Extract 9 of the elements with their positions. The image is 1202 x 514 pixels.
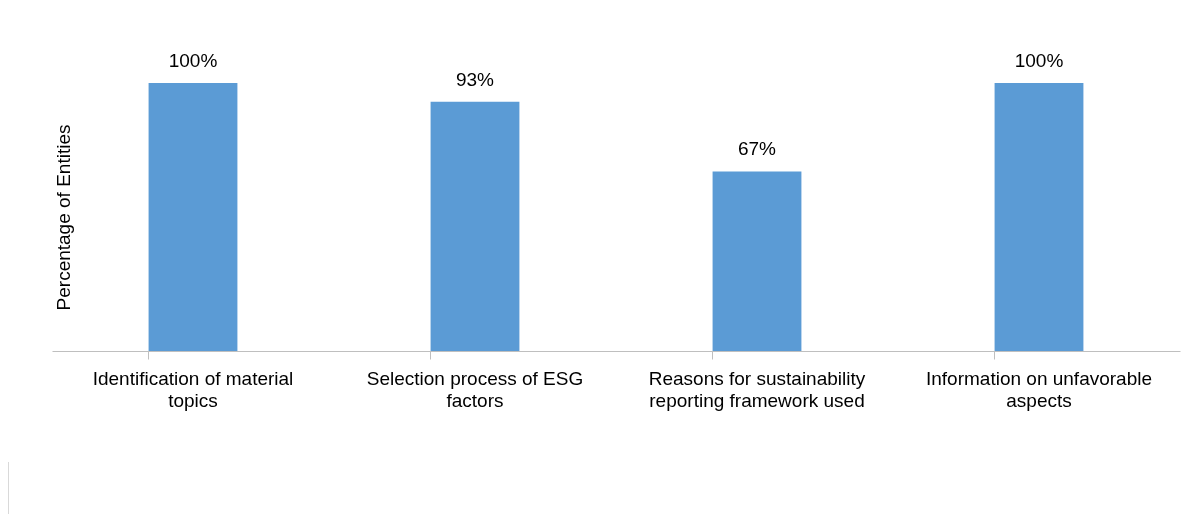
data-label: 100% — [1014, 50, 1064, 71]
x-tick-label: Selection process of ESG factors — [366, 367, 584, 411]
x-tick-label: Information on unfavorable aspects — [925, 367, 1153, 411]
data-label: 93% — [455, 68, 495, 90]
x-tick-label: Identification of material topics — [92, 367, 294, 411]
data-label: 67% — [737, 138, 777, 160]
y-axis-title: Percentage of Entities — [52, 124, 74, 311]
data-label: 100% — [168, 50, 218, 71]
x-tick-label: Reasons for sustainability reporting framework used — [648, 367, 866, 411]
